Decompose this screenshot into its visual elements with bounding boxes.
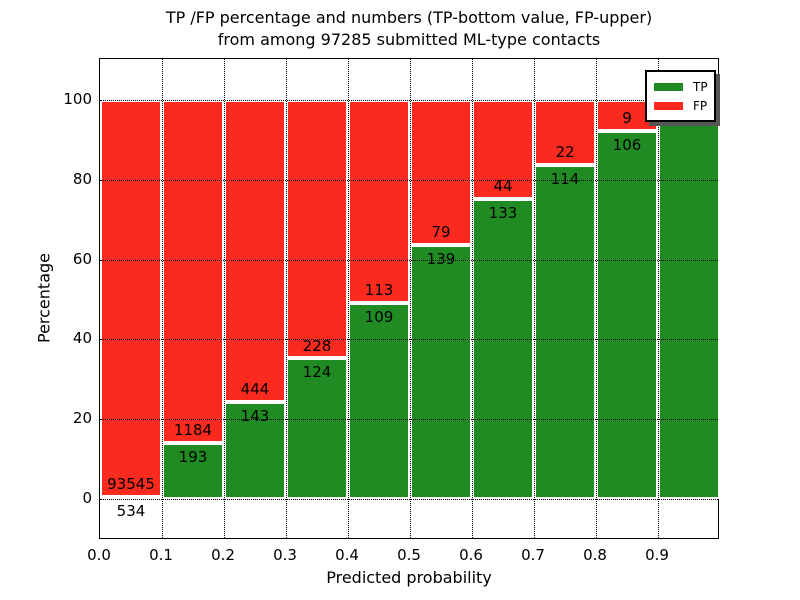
y-tick-label: 20: [72, 409, 92, 428]
fp-bar-segment: [348, 100, 410, 304]
y-tick-label: 60: [72, 249, 92, 268]
chart-title: TP /FP percentage and numbers (TP-bottom…: [99, 7, 719, 51]
tp-count-label: 143: [240, 406, 270, 425]
tp-bar-segment: [348, 303, 410, 499]
x-tick-label: 0.1: [149, 546, 173, 564]
vertical-gridline: [224, 59, 225, 538]
x-tick-label: 0.9: [645, 546, 669, 564]
y-tick-label: 0: [82, 489, 92, 507]
fp-count-label: 1184: [173, 421, 213, 440]
horizontal-gridline: [100, 419, 718, 421]
legend-entry-fp: FP: [654, 96, 707, 115]
legend: TP FP: [645, 70, 716, 122]
fp-bar-segment: [472, 100, 534, 200]
tp-bar-segment: [534, 164, 596, 499]
x-tick-label: 0.8: [583, 546, 607, 564]
x-tick-label: 0.2: [211, 546, 235, 564]
vertical-gridline: [410, 59, 411, 538]
x-tick-label: 0.5: [397, 546, 421, 564]
x-tick-label: 0.4: [335, 546, 359, 564]
tp-count-label: 133: [488, 204, 518, 223]
fp-count-label: 93545: [107, 474, 155, 493]
tp-count-label: 109: [364, 308, 394, 327]
tp-count-label: 139: [426, 249, 456, 268]
tp-bar-segment: [658, 100, 720, 499]
legend-entry-tp: TP: [654, 77, 708, 96]
fp-count-label: 228: [302, 336, 332, 355]
legend-label-fp: FP: [693, 98, 708, 113]
fp-bar-segment: [100, 100, 162, 497]
fp-count-label: 22: [555, 142, 575, 161]
x-tick-label: 0.3: [273, 546, 297, 564]
fp-bar-segment: [410, 100, 472, 245]
tp-count-label: 124: [302, 363, 332, 382]
horizontal-gridline: [100, 100, 718, 101]
x-tick-label: 0.7: [521, 546, 545, 564]
horizontal-gridline: [100, 259, 718, 261]
tp-bar-segment: [410, 244, 472, 499]
horizontal-gridline: [100, 339, 718, 341]
vertical-gridline: [348, 59, 349, 538]
fp-count-label: 9: [622, 109, 632, 128]
chart-title-line-2: from among 97285 submitted ML-type conta…: [217, 30, 601, 49]
vertical-gridline: [658, 59, 659, 538]
x-tick-label: 0.0: [87, 546, 111, 564]
fp-bar-segment: [162, 100, 224, 444]
tp-bar-segment: [596, 131, 658, 499]
fp-color-swatch: [654, 101, 683, 110]
y-tick-label: 80: [72, 169, 92, 188]
vertical-gridline: [596, 59, 597, 538]
fp-bar-segment: [286, 100, 348, 359]
vertical-gridline: [534, 59, 535, 538]
tp-bar-segment: [224, 401, 286, 499]
chart-title-line-1: TP /FP percentage and numbers (TP-bottom…: [165, 8, 653, 27]
horizontal-gridline: [100, 499, 718, 500]
fp-count-label: 113: [364, 281, 394, 300]
fp-count-label: 44: [493, 177, 513, 196]
fp-bar-segment: [224, 100, 286, 402]
horizontal-gridline: [100, 179, 718, 181]
fp-count-label: 79: [431, 222, 451, 241]
x-axis-label: Predicted probability: [326, 568, 492, 587]
vertical-gridline: [162, 59, 163, 538]
vertical-gridline: [472, 59, 473, 538]
tp-bar-segment: [162, 443, 224, 499]
tp-count-label: 106: [612, 136, 642, 155]
legend-label-tp: TP: [693, 79, 708, 94]
tp-bar-segment: [472, 199, 534, 499]
fp-count-label: 444: [240, 379, 270, 398]
tp-color-swatch: [654, 82, 683, 91]
plot-area: TP FP 93545 534 1184 193 444 143 228 124 113 109 7…: [99, 58, 720, 539]
tp-bar-segment: [286, 358, 348, 499]
x-tick-label: 0.6: [459, 546, 483, 564]
tp-count-label: 114: [550, 169, 580, 188]
y-tick-label: 40: [72, 329, 92, 348]
y-tick-label: 100: [63, 90, 92, 108]
tp-count-label: 193: [178, 448, 208, 467]
tp-count-label: 534: [116, 501, 146, 520]
vertical-gridline: [286, 59, 287, 538]
